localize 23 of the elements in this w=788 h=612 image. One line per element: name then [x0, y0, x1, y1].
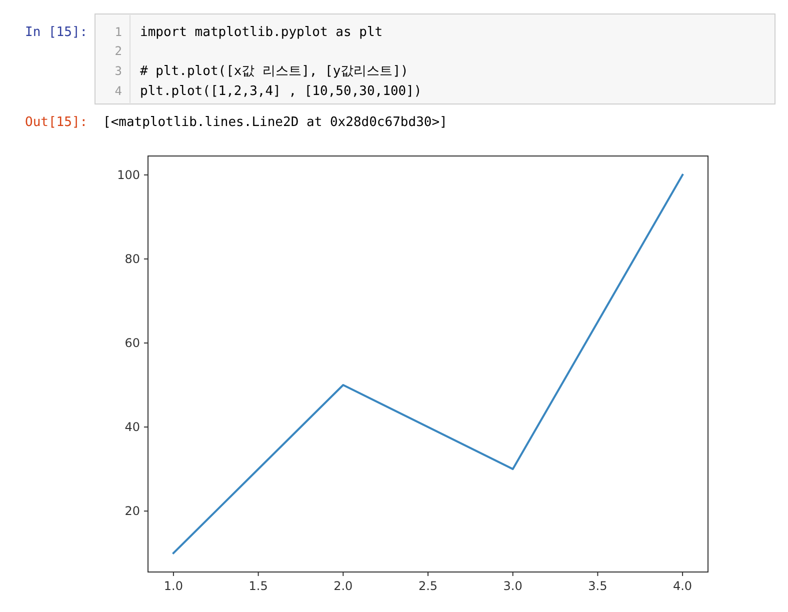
text: # plt.plot([x값 리스트], [y값리스트]): [140, 64, 408, 79]
x-tick-label: 1.0: [164, 579, 183, 593]
text: import matplotlib.pyplot as plt: [140, 25, 383, 40]
text: [<matplotlib.lines.Line2D at 0x28d0c67bd30>]: [103, 115, 448, 130]
line-series: [172, 174, 684, 554]
text: 1: [114, 25, 122, 39]
x-tick-label: 3.0: [503, 579, 522, 593]
y-tick-label: 100: [117, 168, 140, 182]
x-tick-label: 1.5: [248, 579, 268, 593]
x-tick-label: 3.5: [588, 579, 608, 593]
text: 2: [114, 44, 122, 58]
y-tick-label: 20: [124, 504, 140, 518]
text: 4: [114, 84, 122, 98]
text: Out[15]:: [25, 115, 88, 130]
y-tick-label: 80: [124, 252, 140, 266]
y-tick-label: 60: [124, 336, 140, 350]
y-tick-label: 40: [124, 420, 140, 434]
text: plt.plot([1,2,3,4] , [10,50,30,100]): [140, 84, 422, 99]
x-tick-label: 2.5: [418, 579, 438, 593]
x-tick-label: 4.0: [673, 579, 692, 593]
text: In [15]:: [25, 25, 88, 40]
text: 3: [114, 64, 122, 78]
x-tick-label: 2.0: [334, 579, 353, 593]
